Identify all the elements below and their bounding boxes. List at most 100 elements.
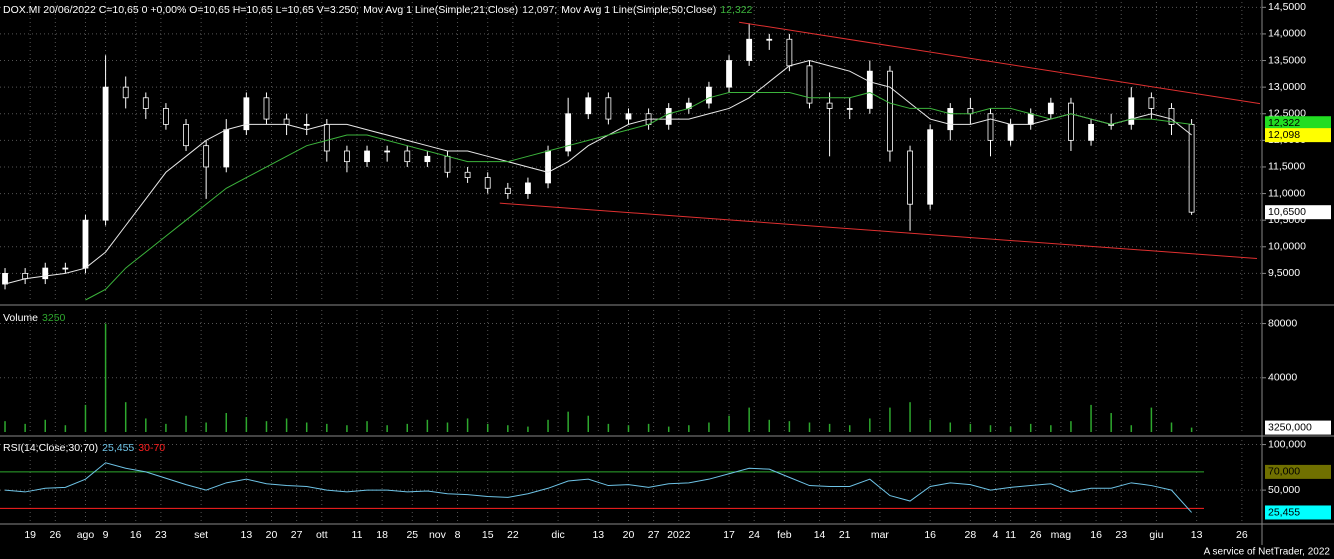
x-tick-label: 23 xyxy=(1115,529,1127,541)
candle-body xyxy=(504,187,511,194)
candle-body xyxy=(947,108,954,131)
pane-header: RSI(14;Close;30;70) 25,455 30-70 xyxy=(3,442,165,454)
volume-bar xyxy=(44,419,47,432)
y-tick-label: 50,000 xyxy=(1268,484,1300,496)
volume-bar xyxy=(426,419,429,432)
x-tick-label: 26 xyxy=(1236,529,1248,541)
y-tick-label: 14,0000 xyxy=(1268,28,1306,40)
volume-bar xyxy=(1009,426,1012,432)
x-tick-label: 9 xyxy=(103,529,109,541)
volume-bar xyxy=(808,422,811,432)
x-tick-label: 16 xyxy=(1090,529,1102,541)
value-marker-label: 12,322 xyxy=(1268,117,1300,129)
x-tick-label: 20 xyxy=(623,529,635,541)
x-tick-label: 26 xyxy=(1030,529,1042,541)
pane-header: Volume 3250 xyxy=(3,312,66,324)
volume-bar xyxy=(828,423,831,432)
candle-body xyxy=(22,272,29,280)
volume-bar xyxy=(366,421,368,432)
y-tick-label: 13,5000 xyxy=(1268,54,1306,66)
candle-body xyxy=(1148,97,1155,109)
x-tick-label: 25 xyxy=(406,529,418,541)
candle-body xyxy=(1007,123,1014,141)
volume-bar xyxy=(547,419,549,432)
volume-bar xyxy=(265,421,268,432)
x-tick-label: giu xyxy=(1149,529,1163,541)
volume-bar xyxy=(185,415,187,432)
candle-body xyxy=(122,86,129,99)
candle-body xyxy=(625,113,632,120)
volume-bar xyxy=(527,426,529,432)
candle-body xyxy=(786,38,793,67)
volume-bar xyxy=(788,421,791,432)
value-marker xyxy=(1265,128,1331,143)
candle-body xyxy=(706,86,712,104)
volume-bar xyxy=(567,411,569,432)
x-tick-label: 11 xyxy=(352,529,363,541)
candle-body xyxy=(806,65,813,104)
x-tick-label: 21 xyxy=(839,529,851,541)
volume-bar xyxy=(909,402,911,432)
trendline xyxy=(499,202,1258,259)
candle-body xyxy=(263,97,270,120)
x-tick-label: 15 xyxy=(482,529,494,541)
volume-bar xyxy=(104,323,107,432)
x-tick-label: 4 xyxy=(993,529,999,541)
x-tick-label: nov xyxy=(429,529,447,541)
x-tick-label: 8 xyxy=(455,529,461,541)
legend-value: 12,322 xyxy=(720,4,752,16)
volume-bar xyxy=(145,418,147,432)
volume-bar xyxy=(768,419,771,432)
volume-bar xyxy=(507,425,509,432)
last-value: 25,455 xyxy=(102,442,134,454)
volume-bar xyxy=(607,423,610,432)
legend-entry: Mov Avg 1 Line(Simple;21;Close) xyxy=(363,4,518,16)
volume-bar xyxy=(446,422,449,432)
x-tick-label: 18 xyxy=(376,529,388,541)
x-tick-label: 28 xyxy=(965,529,977,541)
x-tick-label: 19 xyxy=(24,529,36,541)
volume-bar xyxy=(1130,425,1133,432)
volume-bar xyxy=(587,415,590,432)
candle-body xyxy=(1047,102,1054,115)
value-marker xyxy=(1265,116,1331,131)
x-tick-label: 16 xyxy=(924,529,936,541)
volume-bar xyxy=(1170,422,1173,432)
y-tick-label: 9,5000 xyxy=(1268,267,1300,279)
candle-body xyxy=(203,145,210,168)
volume-bar xyxy=(4,421,6,432)
value-marker xyxy=(1265,464,1331,479)
x-tick-label: 13 xyxy=(592,529,604,541)
candle-body xyxy=(484,177,491,189)
candle-body xyxy=(665,108,672,125)
volume-bar xyxy=(466,418,469,432)
x-tick-label: 22 xyxy=(507,529,519,541)
candle-body xyxy=(62,267,69,270)
candle-body xyxy=(605,97,612,120)
volume-bar xyxy=(124,402,127,432)
volume-bar xyxy=(989,425,992,432)
y-tick-label: 100,000 xyxy=(1268,438,1306,450)
volume-bar xyxy=(245,417,248,432)
candle-body xyxy=(1188,123,1195,213)
footer: A service of NetTrader, 2022 xyxy=(1204,547,1331,558)
x-tick-label: 20 xyxy=(266,529,278,541)
candle-body xyxy=(183,123,189,147)
x-tick-label: 16 xyxy=(130,529,142,541)
candle-body xyxy=(384,150,391,153)
y-tick-label: 80000 xyxy=(1268,317,1297,329)
candle-body xyxy=(344,150,350,163)
volume-bar xyxy=(667,426,670,432)
candle-body xyxy=(223,129,230,168)
volume-bar xyxy=(225,413,228,432)
candle-body xyxy=(404,150,411,163)
volume-bar xyxy=(748,407,750,432)
volume-bar xyxy=(326,423,328,432)
y-tick-label: 13,0000 xyxy=(1268,81,1306,93)
legend-value: 12,097; xyxy=(522,4,557,16)
candle-body xyxy=(826,102,833,109)
candle-body xyxy=(585,97,592,115)
candle-body xyxy=(283,118,290,125)
